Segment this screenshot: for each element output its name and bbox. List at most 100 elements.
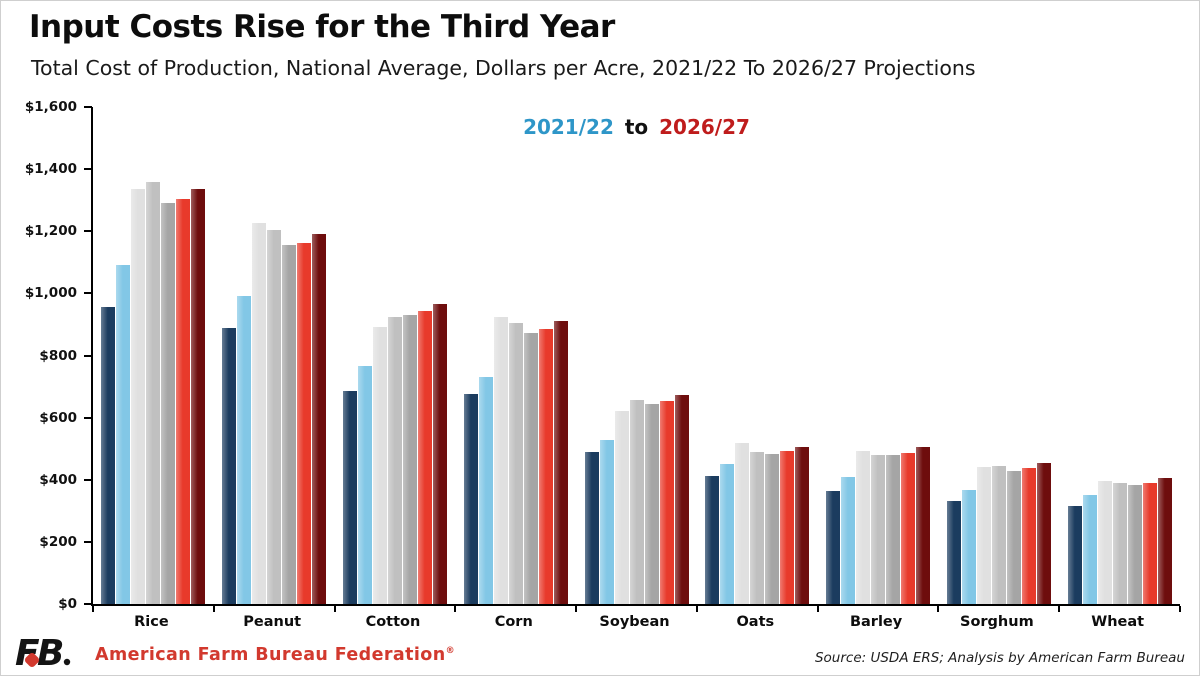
bar-cotton-light-gray	[372, 326, 387, 604]
bar-wheat-dark-gray	[1127, 484, 1142, 604]
bar-group-oats	[697, 107, 818, 604]
bar-cotton-dark-red	[432, 303, 447, 604]
bar-wheat-navy	[1067, 505, 1082, 604]
x-axis-tick	[454, 606, 457, 612]
page-subtitle: Total Cost of Production, National Avera…	[31, 56, 976, 80]
bar-peanut-navy	[222, 327, 237, 604]
y-axis-tick	[84, 106, 92, 108]
y-axis-tick	[84, 540, 92, 543]
plot-area: 2021/22 to 2026/27	[84, 106, 1181, 612]
bar-soybean-light-gray	[614, 411, 629, 604]
y-axis-tick	[84, 603, 92, 605]
bar-soybean-medium-gray	[629, 400, 644, 604]
svg-text:F: F	[15, 635, 40, 671]
bar-soybean-red	[659, 400, 674, 604]
bar-peanut-medium-gray	[267, 229, 282, 604]
bar-corn-light-blue	[478, 377, 493, 604]
bar-oats-medium-gray	[750, 452, 765, 604]
x-axis-label-soybean: Soybean	[599, 614, 670, 630]
bar-sorghum-navy	[946, 500, 961, 604]
bar-sorghum-light-gray	[976, 467, 991, 604]
x-axis-label-peanut: Peanut	[243, 614, 302, 630]
bar-sorghum-dark-gray	[1006, 470, 1021, 604]
bar-rice-red	[176, 198, 191, 604]
bar-corn-light-gray	[493, 317, 508, 604]
bar-barley-dark-gray	[886, 454, 901, 604]
y-axis-tick	[84, 416, 92, 419]
bar-rice-light-blue	[116, 265, 131, 604]
bar-group-corn	[455, 107, 576, 604]
bar-group-barley	[818, 107, 939, 604]
bar-barley-dark-red	[916, 447, 931, 604]
x-axis-tick	[92, 606, 94, 612]
bar-corn-navy	[463, 394, 478, 604]
bar-barley-light-blue	[841, 477, 856, 604]
bar-group-rice	[93, 107, 214, 604]
bar-oats-dark-gray	[765, 453, 780, 604]
x-axis-tick	[695, 606, 698, 612]
y-axis-label: $200	[39, 533, 77, 550]
x-axis-label-corn: Corn	[494, 614, 533, 630]
legend-connector: to	[624, 115, 649, 139]
bar-soybean-light-blue	[599, 440, 614, 604]
legend-end-year: 2026/27	[659, 115, 750, 139]
bar-cotton-navy	[342, 391, 357, 604]
bar-peanut-light-blue	[237, 296, 252, 604]
bar-cotton-dark-gray	[402, 315, 417, 604]
bar-oats-light-gray	[735, 443, 750, 604]
x-axis-tick	[937, 606, 940, 612]
x-axis-label-cotton: Cotton	[365, 614, 421, 630]
bar-corn-red	[538, 328, 553, 604]
bar-oats-red	[780, 451, 795, 604]
bar-barley-navy	[826, 490, 841, 604]
bar-corn-dark-gray	[523, 332, 538, 604]
bar-rice-light-gray	[131, 189, 146, 604]
y-axis-label: $1,400	[24, 161, 77, 178]
y-axis-label: $1,000	[24, 285, 77, 302]
bar-cotton-red	[417, 310, 432, 604]
bar-oats-navy	[705, 475, 720, 604]
x-axis-tick	[575, 606, 578, 612]
svg-text:B: B	[37, 635, 64, 671]
x-axis-tick	[1179, 606, 1181, 612]
bar-oats-light-blue	[720, 463, 735, 604]
bar-peanut-light-gray	[252, 222, 267, 604]
y-axis-tick	[84, 168, 92, 171]
x-axis-tick	[1058, 606, 1061, 612]
afbf-logo-icon: F B	[15, 635, 71, 671]
y-axis-tick	[84, 292, 92, 295]
legend-start-year: 2021/22	[523, 115, 614, 139]
y-axis-tick	[84, 354, 92, 357]
page-title: Input Costs Rise for the Third Year	[29, 9, 615, 45]
bar-rice-navy	[101, 307, 116, 604]
x-axis-label-oats: Oats	[736, 614, 775, 630]
x-axis-tick	[333, 606, 336, 612]
org-name: American Farm Bureau Federation®	[95, 645, 455, 665]
bar-rice-dark-gray	[161, 203, 176, 604]
bar-oats-dark-red	[795, 446, 810, 604]
bar-peanut-red	[297, 242, 312, 604]
chart-legend: 2021/22 to 2026/27	[93, 115, 1180, 139]
x-axis-label-barley: Barley	[849, 614, 903, 630]
y-axis-label: $400	[39, 471, 77, 488]
y-axis-label: $0	[58, 596, 77, 612]
bar-group-cotton	[335, 107, 456, 604]
bar-group-soybean	[576, 107, 697, 604]
y-axis-labels: $0 $200 $400 $600 $800 $1,000 $1,200 $1,400 $1,6…	[1, 99, 85, 612]
bar-peanut-dark-red	[312, 233, 327, 604]
bar-wheat-dark-red	[1157, 478, 1172, 604]
bar-wheat-red	[1142, 482, 1157, 604]
bar-barley-red	[901, 452, 916, 604]
bar-soybean-dark-red	[674, 394, 689, 604]
y-axis-tick	[84, 478, 92, 481]
y-axis-label: $600	[39, 409, 77, 426]
bar-corn-dark-red	[553, 321, 568, 604]
bar-barley-light-gray	[856, 451, 871, 604]
x-axis-labels: Rice Peanut Cotton Corn Soybean Oats Barley Sor…	[91, 614, 1178, 630]
bar-peanut-dark-gray	[282, 245, 297, 604]
bar-sorghum-red	[1021, 468, 1036, 604]
y-axis-label: $1,600	[24, 99, 77, 115]
bar-sorghum-dark-red	[1036, 462, 1051, 604]
registered-mark: ®	[445, 646, 455, 657]
